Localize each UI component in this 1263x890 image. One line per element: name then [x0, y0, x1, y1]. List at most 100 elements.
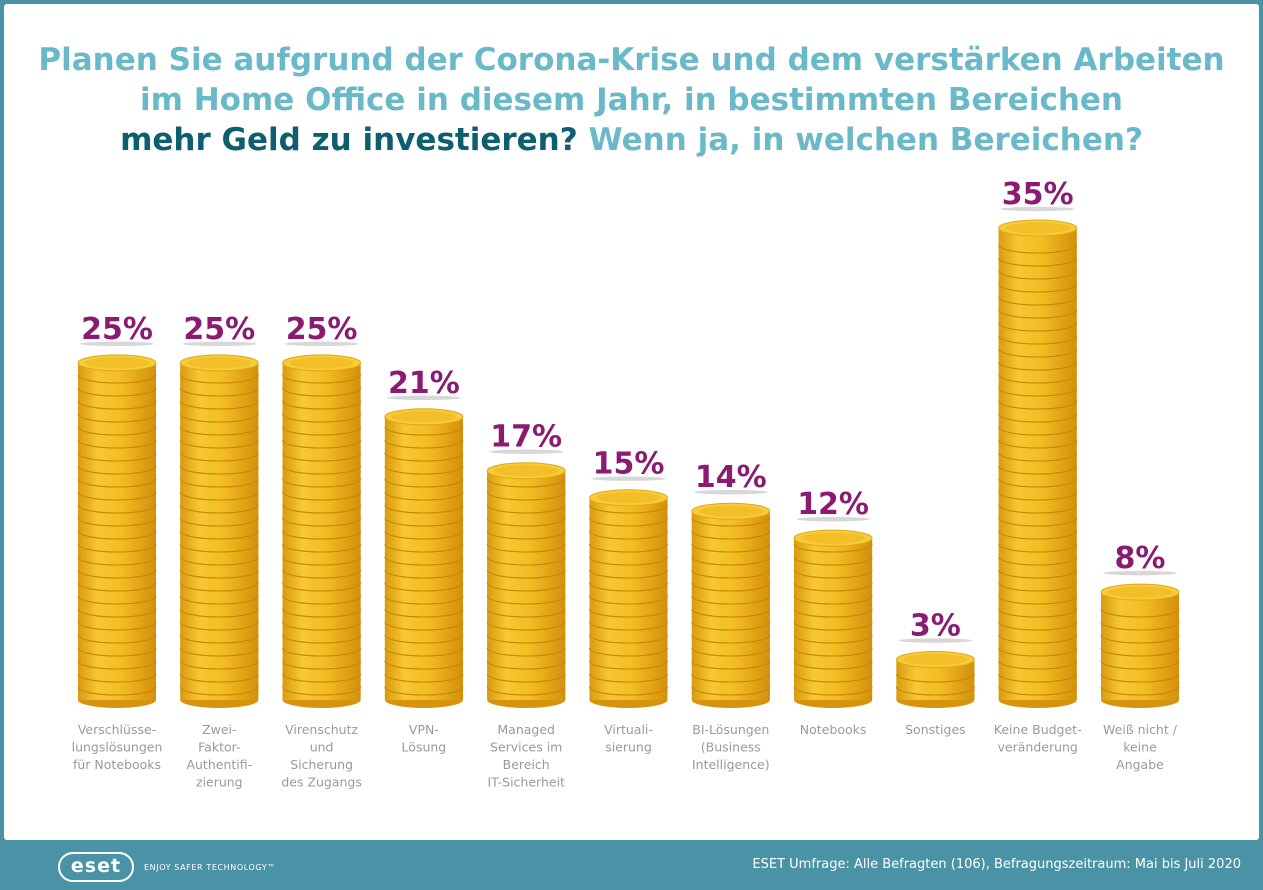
- bar-top-inner: [698, 505, 763, 517]
- coin-edge: [179, 374, 259, 384]
- label-shadow: [693, 490, 768, 495]
- value-label: 35%: [1002, 177, 1074, 212]
- coin-edge: [384, 634, 464, 644]
- coin-edge: [384, 595, 464, 605]
- coin-edge: [486, 673, 566, 683]
- coin-edge: [179, 426, 259, 436]
- coin-edge: [793, 673, 873, 683]
- coin-edge: [77, 673, 157, 683]
- coin-edge: [179, 439, 259, 449]
- coin-edge: [282, 439, 362, 449]
- coin-edge: [691, 595, 771, 605]
- bar-body-overlay: [1101, 592, 1179, 700]
- coin-edge: [486, 647, 566, 657]
- coin-edge: [691, 582, 771, 592]
- coin-edge: [77, 556, 157, 566]
- coin-edge: [77, 647, 157, 657]
- coin-edge: [179, 517, 259, 527]
- coin-edge: [77, 686, 157, 696]
- coin-edge: [282, 452, 362, 462]
- coin-edge: [282, 426, 362, 436]
- coin-stack-bar: 8% Weiß nicht / keine Angabe: [1100, 541, 1180, 772]
- coin-edge: [691, 647, 771, 657]
- coin-edge: [588, 556, 669, 566]
- value-label: 15%: [593, 447, 665, 482]
- bar-body-overlay: [78, 362, 156, 700]
- coin-edge: [282, 569, 362, 579]
- coin-edge: [691, 660, 771, 670]
- category-label: Virenschutz und Sicherung des Zugangs: [281, 722, 362, 790]
- coin-edge: [588, 569, 669, 579]
- coin-edge: [998, 582, 1078, 592]
- coin-edge: [179, 478, 259, 488]
- coin-edge: [179, 608, 259, 618]
- title-line-3: mehr Geld zu investieren? Wenn ja, in we…: [4, 120, 1259, 160]
- coin-edge: [1100, 647, 1180, 657]
- coin-edge: [588, 634, 669, 644]
- coin-edge: [282, 400, 362, 410]
- coin-edge: [384, 439, 464, 449]
- coin-edge: [384, 673, 464, 683]
- coin-edge: [384, 569, 464, 579]
- coin-edge: [998, 400, 1078, 410]
- coin-edge: [77, 374, 157, 384]
- coin-edge: [998, 647, 1078, 657]
- coin-edge: [77, 660, 157, 670]
- coin-edge: [486, 504, 566, 514]
- bar-body-overlay: [998, 228, 1077, 700]
- coin-edge: [998, 452, 1078, 462]
- coin-edge: [998, 426, 1078, 436]
- label-shadow: [796, 516, 871, 522]
- coin-edge: [77, 530, 157, 540]
- coin-edge: [282, 374, 362, 384]
- bar-body-overlay: [487, 470, 566, 700]
- coin-edge: [998, 257, 1078, 267]
- value-label: 25%: [286, 312, 358, 347]
- coin-edge: [77, 595, 157, 605]
- coin-edge: [282, 608, 362, 618]
- coin-edge: [998, 374, 1078, 384]
- coin-edge: [998, 504, 1078, 514]
- bar-top-inner: [1005, 222, 1070, 234]
- coin-edge: [384, 530, 464, 540]
- coin-edge: [486, 491, 566, 501]
- coin-edge: [282, 647, 362, 657]
- coin-edge: [998, 517, 1078, 527]
- category-label: Weiß nicht / keine Angabe: [1103, 722, 1178, 772]
- coin-edge: [179, 543, 259, 553]
- coin-edge: [384, 478, 464, 488]
- value-label: 8%: [1115, 541, 1166, 576]
- coin-stack-bar: 17% Managed Services im Bereich IT-Sicherhei…: [486, 420, 566, 790]
- coin-edge: [691, 517, 771, 527]
- coin-edge: [282, 634, 362, 644]
- coin-edge: [998, 595, 1078, 605]
- bar-top-inner: [187, 357, 252, 369]
- coin-edge: [282, 413, 362, 423]
- coin-stack-bar: 12% Notebooks: [793, 487, 873, 737]
- coin-edge: [691, 634, 771, 644]
- coin-edge: [282, 517, 362, 527]
- coin-edge: [486, 634, 566, 644]
- coin-edge: [998, 673, 1078, 683]
- coin-edge: [179, 400, 259, 410]
- coin-edge: [998, 478, 1078, 488]
- category-label: Sonstiges: [905, 722, 966, 737]
- coin-edge: [384, 426, 464, 436]
- bar-top-inner: [596, 492, 661, 504]
- coin-stack-bar: 25% Zwei-Faktor-Authentifi-zierung: [179, 312, 259, 790]
- coin-edge: [793, 582, 873, 592]
- value-label: 17%: [490, 420, 562, 455]
- coin-edge: [179, 569, 259, 579]
- coin-edge: [998, 491, 1078, 501]
- coin-edge: [588, 673, 669, 683]
- coin-edge: [282, 504, 362, 514]
- coin-edge: [486, 686, 566, 696]
- coin-edge: [384, 504, 464, 514]
- coin-edge: [486, 517, 566, 527]
- coin-edge: [77, 439, 157, 449]
- coin-edge: [77, 426, 157, 436]
- bar-top-inner: [494, 465, 559, 477]
- bar-body-overlay: [180, 362, 259, 700]
- coin-edge: [691, 673, 771, 683]
- coin-edge: [179, 452, 259, 462]
